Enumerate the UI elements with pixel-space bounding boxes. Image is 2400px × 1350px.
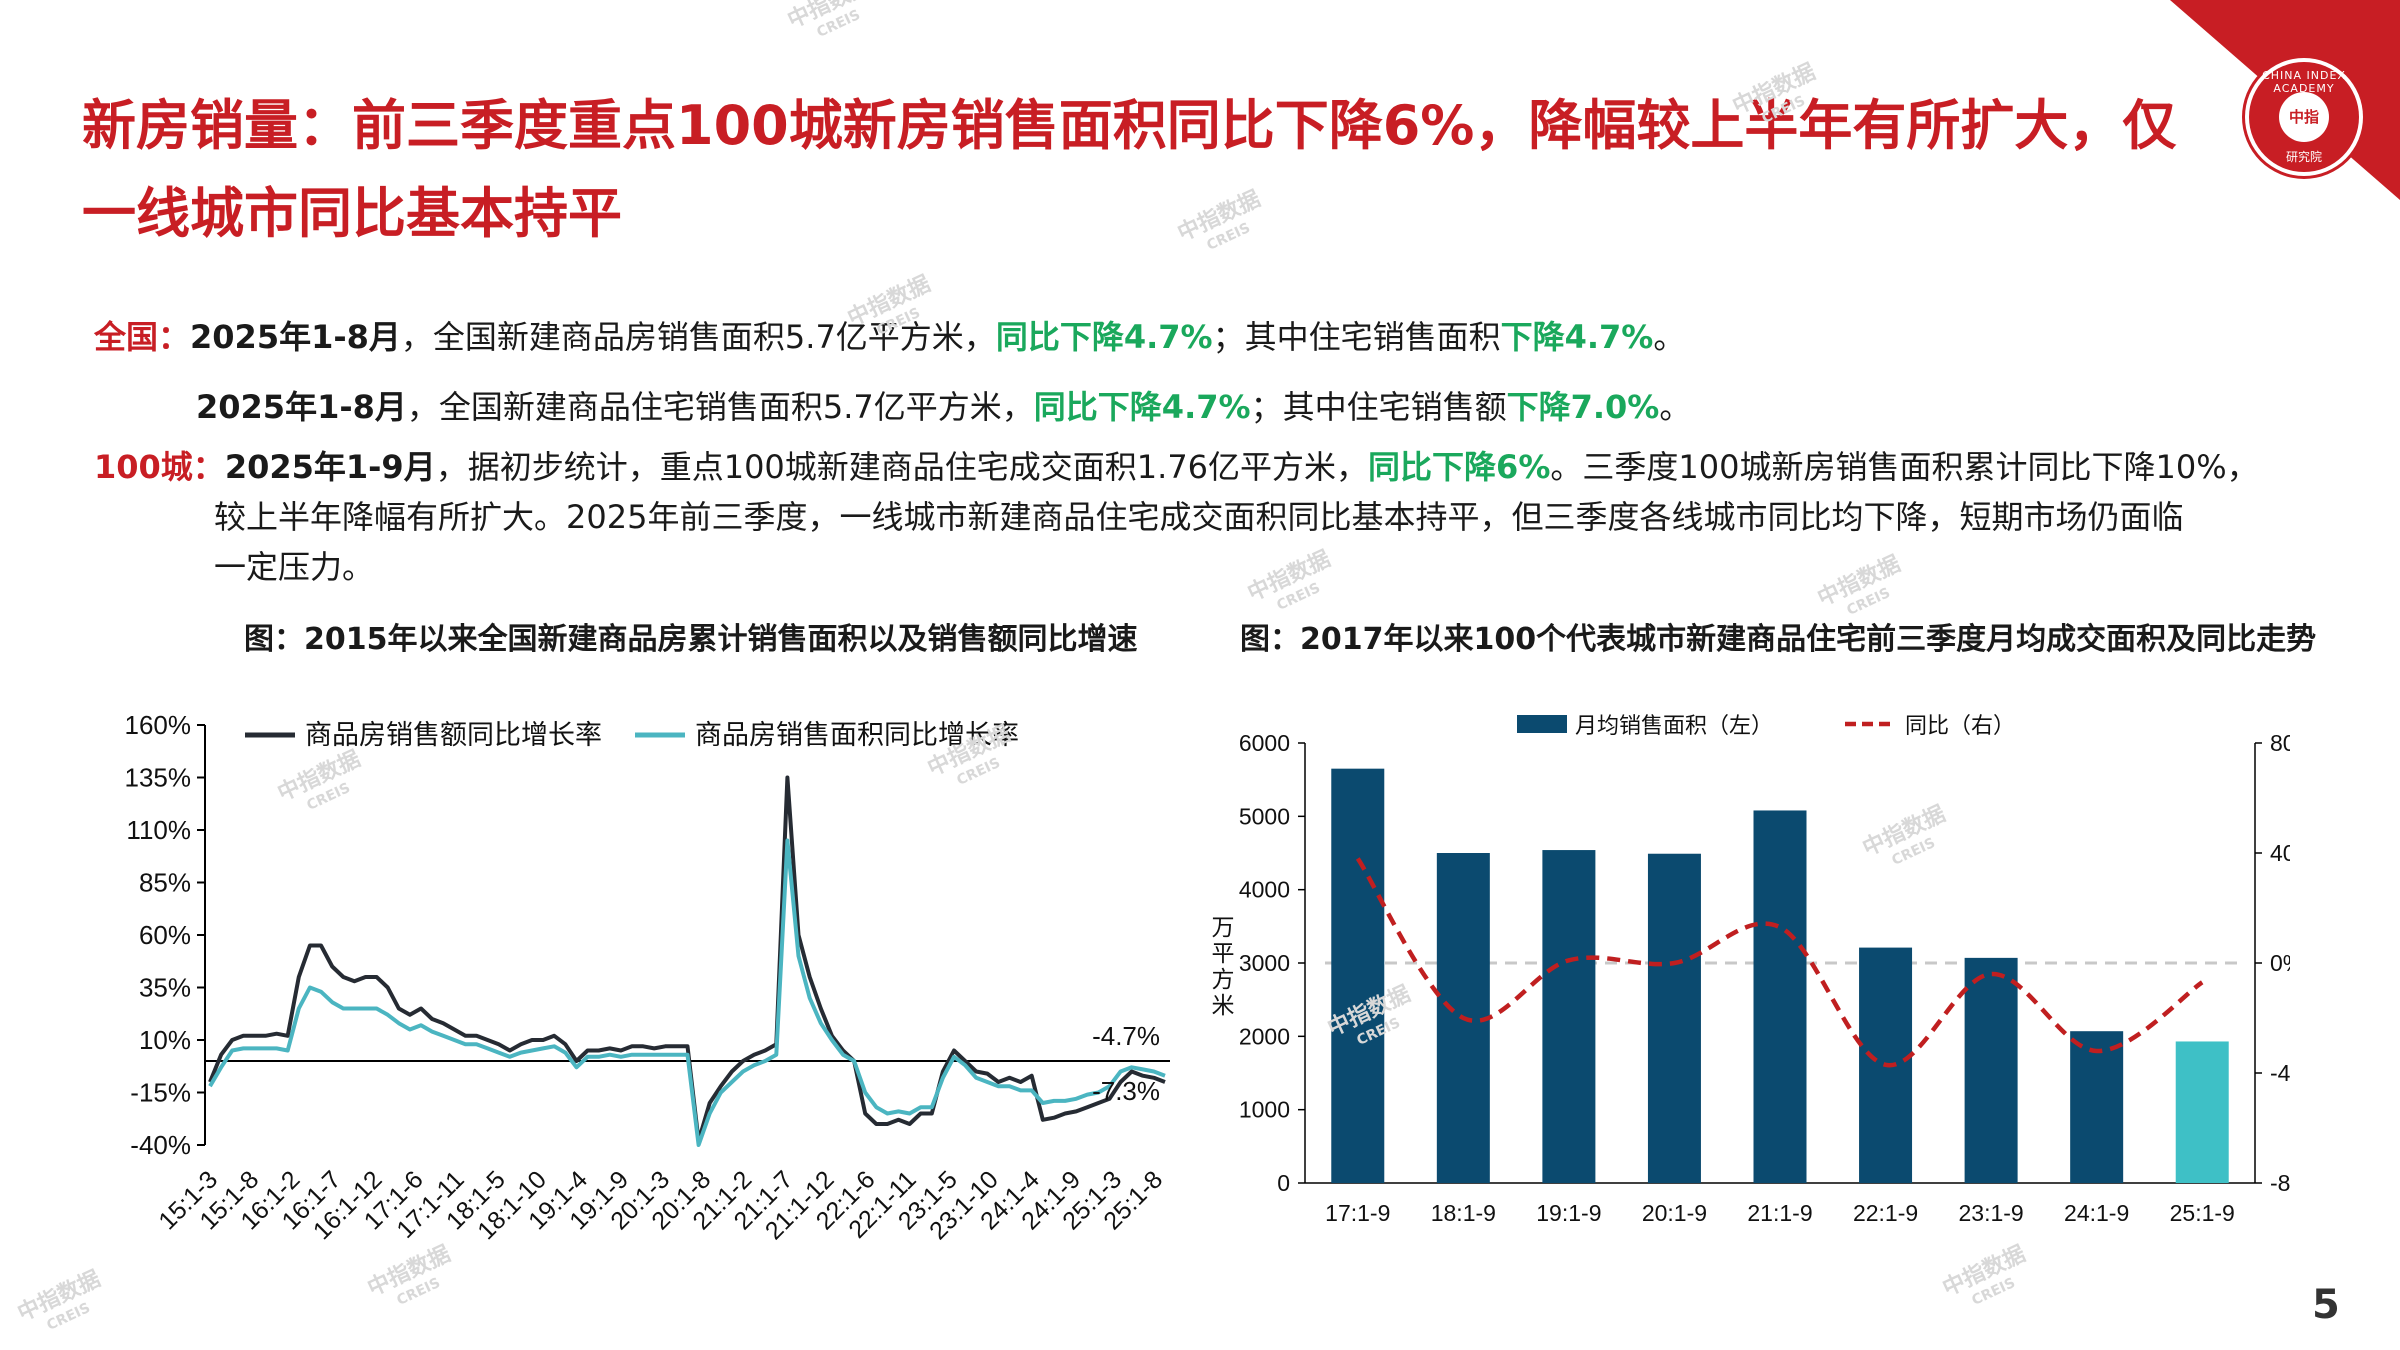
y2-tick-label: 0% xyxy=(2270,950,2290,976)
y-tick-label: 85% xyxy=(139,868,191,898)
y-tick-label: 4000 xyxy=(1239,877,1290,903)
x-tick-label: 17:1-9 xyxy=(1325,1200,1390,1226)
national-text-2c: 。 xyxy=(1659,388,1692,426)
national-text-2b: ；其中住宅销售额 xyxy=(1250,388,1507,426)
logo-ring-text: CHINA INDEX ACADEMY xyxy=(2262,69,2346,95)
y-tick-label: 2000 xyxy=(1239,1023,1290,1049)
y-tick-label: 0 xyxy=(1277,1170,1290,1196)
national-highlight-2a: 同比下降4.7% xyxy=(1033,388,1251,426)
city100-line-3: 一定压力。 xyxy=(214,548,375,586)
y-tick-label: 60% xyxy=(139,920,191,950)
legend-label: 商品房销售额同比增长率 xyxy=(305,720,602,750)
y-tick-label: 6000 xyxy=(1239,730,1290,756)
y-tick-label: 10% xyxy=(139,1025,191,1055)
y-tick-label: 3000 xyxy=(1239,950,1290,976)
logo-center-text: 中指 xyxy=(2288,108,2319,126)
city100-period: 2025年1-9月 xyxy=(224,448,436,486)
annotation-label: -4.7% xyxy=(1092,1021,1160,1051)
city100-line-2: 较上半年降幅有所扩大。2025年前三季度，一线城市新建商品住宅成交面积同比基本持… xyxy=(214,498,2184,536)
watermark: 中指数据 CREIS xyxy=(783,0,875,41)
y2-tick-label: -40% xyxy=(2270,1060,2290,1086)
annotation-label: -7.3% xyxy=(1092,1076,1160,1106)
national-highlight-1b: 下降4.7% xyxy=(1500,318,1654,356)
y-tick-label: -40% xyxy=(130,1130,191,1160)
y-tick-label: 135% xyxy=(125,763,192,793)
line-chart-national: 160%135%110%85%60%35%10%-15%-40%15:1-315… xyxy=(125,710,1170,1245)
academy-logo: CHINA INDEX ACADEMY 中指 研究院 xyxy=(2249,62,2359,172)
watermark: 中指数据 CREIS xyxy=(1938,1241,2030,1309)
bar xyxy=(1964,957,2018,1183)
legend-label: 商品房销售面积同比增长率 xyxy=(695,720,1019,750)
y-axis-label: 米 xyxy=(1212,992,1235,1018)
legend-label: 月均销售面积（左） xyxy=(1575,713,1773,738)
chart1-title: 图：2015年以来全国新建商品房累计销售面积以及销售额同比增速 xyxy=(244,622,1138,657)
bar xyxy=(1647,853,1701,1183)
bar-chart-100-cities: 6000 5000 4000 3000 2000 1000 0 80% 40% 0% -40% -80… xyxy=(1212,713,2291,1226)
logo-center: 中指 xyxy=(2279,92,2329,142)
bar xyxy=(1753,810,1807,1183)
x-tick-label: 19:1-9 xyxy=(1536,1200,1601,1226)
y-tick-label: 5000 xyxy=(1239,803,1290,829)
page-number: 5 xyxy=(2312,1282,2340,1328)
x-tick-label: 22:1-9 xyxy=(1853,1200,1918,1226)
y-tick-label: 160% xyxy=(125,710,192,740)
y-axis-label: 万 xyxy=(1212,914,1235,940)
y-tick-label: 35% xyxy=(139,973,191,1003)
y2-tick-label: 80% xyxy=(2270,730,2290,756)
bar xyxy=(2070,1031,2124,1183)
city100-line-1: 100城：2025年1-9月，据初步统计，重点100城新建商品住宅成交面积1.7… xyxy=(94,442,2259,492)
y2-tick-label: 40% xyxy=(2270,840,2290,866)
x-tick-label: 20:1-9 xyxy=(1642,1200,1707,1226)
y-axis-label: 方 xyxy=(1212,966,1235,992)
x-tick-label: 24:1-9 xyxy=(2064,1200,2129,1226)
city100-text-2: 。三季度100城新房销售面积累计同比下降10%， xyxy=(1550,448,2259,486)
x-tick-label: 23:1-9 xyxy=(1959,1200,2024,1226)
bar xyxy=(2175,1041,2229,1183)
city100-text-1: ，据初步统计，重点100城新建商品住宅成交面积1.76亿平方米， xyxy=(435,448,1369,486)
national-text-1a: ，全国新建商品房销售面积5.7亿平方米， xyxy=(400,318,996,356)
chart2-title: 图：2017年以来100个代表城市新建商品住宅前三季度月均成交面积及同比走势 xyxy=(1240,622,2317,657)
watermark: 中指数据 CREIS xyxy=(13,1266,105,1334)
national-line-1: 全国：2025年1-8月，全国新建商品房销售面积5.7亿平方米，同比下降4.7%… xyxy=(94,312,1685,362)
city100-highlight: 同比下降6% xyxy=(1368,448,1551,486)
y-tick-label: 110% xyxy=(126,815,191,845)
national-highlight-1a: 同比下降4.7% xyxy=(995,318,1213,356)
series-line-2 xyxy=(208,838,1166,1147)
city100-label: 100城： xyxy=(94,448,225,486)
x-tick-label: 25:1-9 xyxy=(2170,1200,2235,1226)
page-title: 新房销量：前三季度重点100城新房销售面积同比下降6%，降幅较上半年有所扩大，仅… xyxy=(82,94,2177,245)
y-tick-label: 1000 xyxy=(1239,1097,1290,1123)
national-line-2: 2025年1-8月，全国新建商品住宅销售面积5.7亿平方米，同比下降4.7%；其… xyxy=(196,382,1691,432)
national-label: 全国： xyxy=(94,318,191,356)
legend-swatch-bar xyxy=(1517,715,1567,733)
y-axis-label: 平 xyxy=(1212,940,1235,966)
y-tick-label: -15% xyxy=(130,1078,191,1108)
legend-label: 同比（右） xyxy=(1905,713,2015,738)
national-text-1c: 。 xyxy=(1653,318,1686,356)
x-tick-label: 21:1-9 xyxy=(1747,1200,1812,1226)
national-text-1b: ；其中住宅销售面积 xyxy=(1212,318,1501,356)
series-line-1 xyxy=(208,775,1166,1143)
logo-bottom-text: 研究院 xyxy=(2285,150,2322,164)
x-tick-label: 18:1-9 xyxy=(1431,1200,1496,1226)
national-highlight-2b: 下降7.0% xyxy=(1506,388,1660,426)
bar xyxy=(1542,850,1596,1183)
national-period-1: 2025年1-8月 xyxy=(190,318,401,356)
y2-tick-label: -80% xyxy=(2270,1170,2290,1196)
national-text-2a: ，全国新建商品住宅销售面积5.7亿平方米， xyxy=(406,388,1034,426)
bar xyxy=(1331,768,1385,1183)
national-period-2: 2025年1-8月 xyxy=(196,388,407,426)
